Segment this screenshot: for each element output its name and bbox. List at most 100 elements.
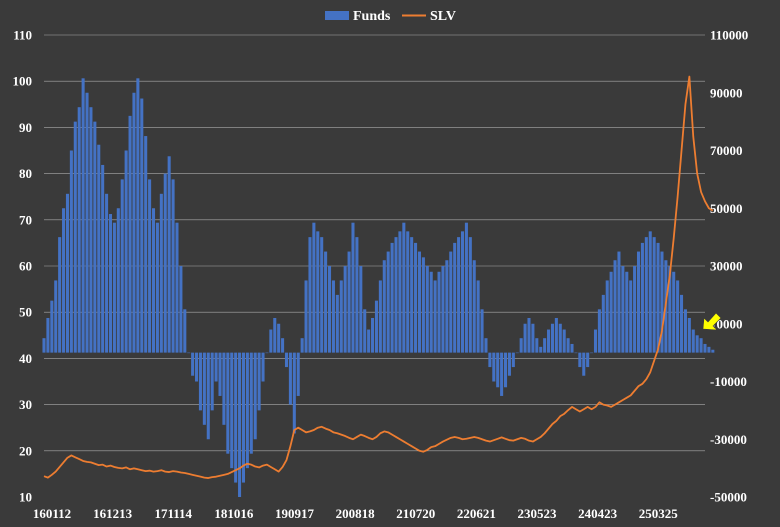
funds-bars	[42, 78, 715, 498]
funds-bar	[363, 309, 367, 353]
right-tick-label: 110000	[710, 28, 748, 43]
funds-bar	[331, 280, 335, 353]
funds-bar	[617, 251, 621, 353]
funds-bar	[85, 92, 89, 353]
funds-bar	[355, 237, 359, 353]
x-tick-label: 160112	[33, 506, 71, 521]
funds-bar	[108, 214, 113, 353]
legend-label-slv: SLV	[430, 9, 456, 24]
funds-bar	[566, 338, 570, 353]
funds-bar	[116, 208, 120, 353]
funds-bar	[460, 231, 465, 353]
funds-bar	[660, 251, 664, 353]
funds-bar	[519, 338, 523, 353]
funds-bar	[54, 280, 58, 353]
funds-bar	[601, 294, 605, 353]
funds-bar	[359, 266, 363, 353]
legend: Funds SLV	[325, 9, 456, 24]
funds-bar	[238, 352, 242, 498]
left-tick-label: 10	[19, 490, 32, 505]
left-tick-label: 70	[19, 212, 32, 227]
right-tick-label: -30000	[710, 432, 747, 447]
funds-bar	[328, 266, 332, 353]
left-tick-label: 20	[19, 443, 32, 458]
funds-bar	[371, 317, 375, 353]
funds-bar	[554, 317, 558, 353]
funds-bar	[316, 231, 320, 353]
funds-bar	[281, 338, 285, 353]
funds-bar	[163, 173, 167, 353]
funds-bar	[703, 343, 707, 353]
funds-bar	[625, 271, 629, 353]
x-tick-label: 190917	[275, 506, 315, 521]
funds-bar	[218, 352, 222, 396]
funds-bar	[402, 222, 406, 353]
funds-bar	[476, 280, 480, 353]
left-tick-label: 50	[19, 305, 32, 320]
funds-bar	[339, 280, 343, 353]
funds-bar	[128, 115, 132, 353]
funds-bar	[535, 338, 539, 353]
funds-bar	[433, 280, 437, 353]
funds-bar	[101, 164, 105, 353]
right-tick-label: 70000	[710, 143, 743, 158]
funds-bar	[273, 317, 277, 353]
funds-bar	[441, 266, 445, 353]
funds-bar	[582, 352, 586, 376]
funds-bar	[484, 338, 488, 353]
x-tick-label: 250325	[639, 506, 679, 521]
slv-line-group	[43, 75, 714, 479]
funds-bar	[265, 352, 269, 354]
right-tick-label: 30000	[710, 259, 743, 274]
funds-bar	[605, 280, 609, 353]
funds-bar	[46, 317, 50, 353]
x-tick-label: 210720	[396, 506, 435, 521]
funds-bar	[136, 78, 140, 353]
funds-bar	[695, 335, 699, 353]
funds-bar	[249, 352, 253, 454]
funds-bar	[351, 222, 355, 353]
funds-bar	[343, 266, 347, 353]
legend-label-funds: Funds	[353, 9, 391, 24]
funds-bar	[81, 78, 85, 353]
x-tick-label: 161213	[93, 506, 133, 521]
funds-bar	[425, 266, 429, 353]
funds-bar	[453, 242, 457, 353]
funds-bar	[112, 222, 116, 353]
x-tick-label: 181016	[214, 506, 254, 521]
funds-bar	[241, 352, 245, 483]
funds-bar	[472, 260, 476, 353]
funds-bar	[257, 352, 261, 411]
funds-bar	[492, 352, 496, 382]
funds-bar	[171, 179, 175, 353]
funds-bar	[132, 92, 136, 353]
funds-bar	[515, 352, 519, 354]
funds-bar	[672, 271, 676, 353]
funds-bar	[609, 271, 613, 353]
funds-bar	[480, 309, 484, 353]
funds-bar	[140, 98, 144, 353]
funds-bar	[77, 107, 81, 353]
funds-bar	[437, 271, 441, 353]
right-tick-label: 50000	[710, 201, 743, 216]
funds-bar	[468, 237, 472, 353]
funds-bar	[148, 179, 152, 353]
funds-bar	[574, 352, 578, 354]
left-tick-label: 30	[19, 397, 32, 412]
funds-bar	[680, 294, 684, 353]
right-tick-label: -50000	[710, 490, 747, 505]
funds-bar	[558, 323, 562, 353]
funds-bar	[277, 323, 281, 353]
funds-bar	[597, 309, 601, 353]
funds-bar	[62, 208, 66, 353]
x-tick-label: 240423	[578, 506, 618, 521]
funds-bar	[167, 156, 171, 353]
funds-bar	[284, 352, 289, 368]
funds-bar	[105, 193, 109, 353]
funds-bar	[464, 222, 468, 353]
funds-bar	[648, 231, 652, 353]
funds-bar	[562, 329, 566, 353]
gridlines	[44, 34, 705, 452]
funds-bar	[378, 280, 382, 353]
funds-bar	[288, 352, 292, 405]
